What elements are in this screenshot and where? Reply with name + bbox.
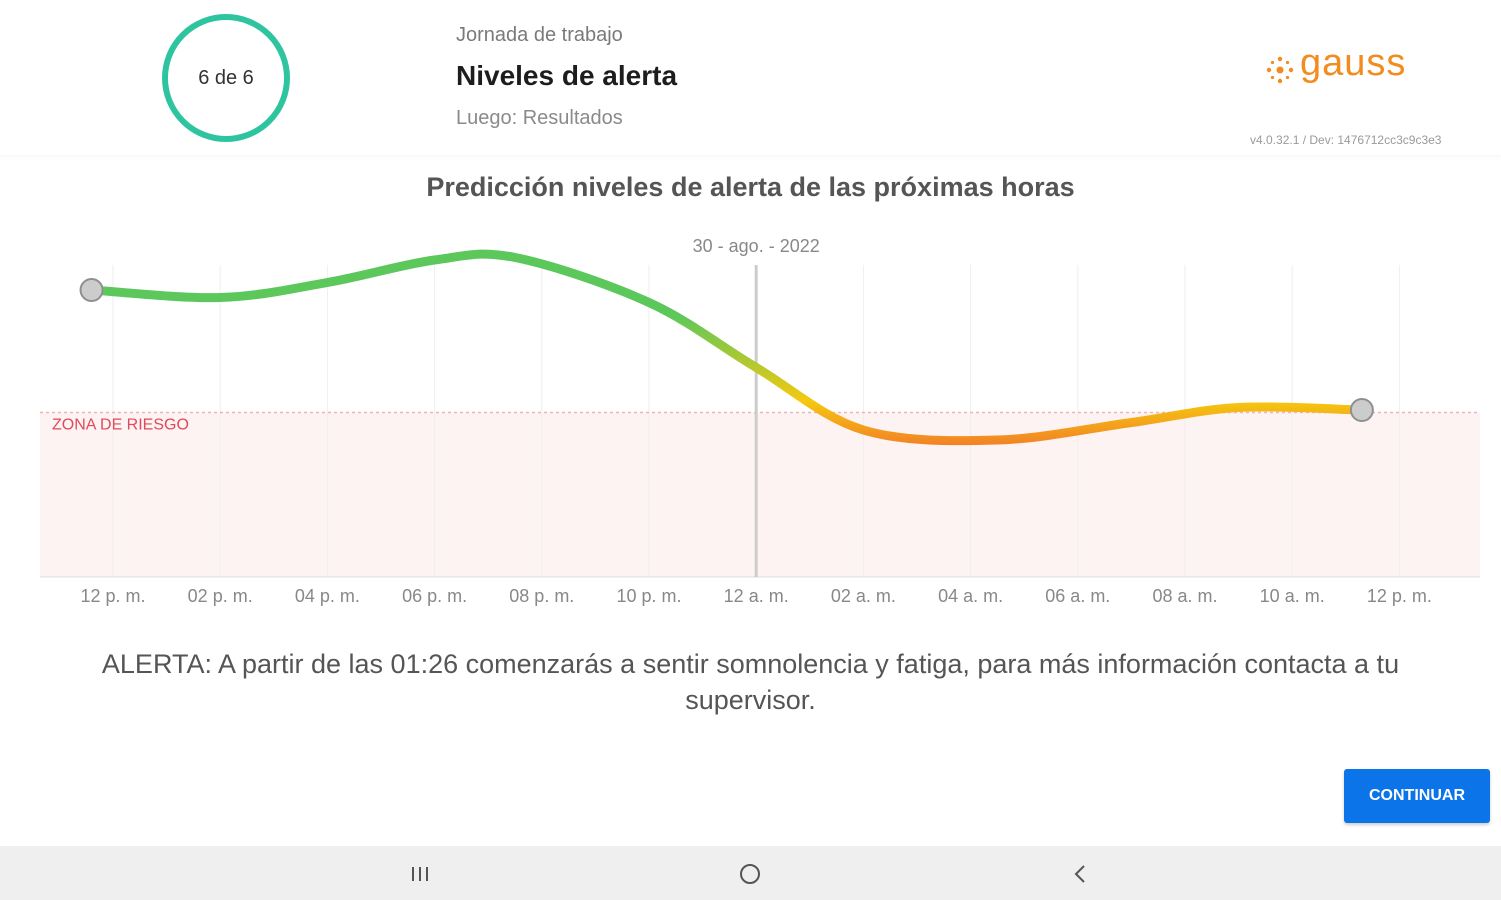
x-tick-label: 06 p. m. — [402, 586, 467, 606]
series-end-point — [1349, 398, 1374, 422]
step-progress-ring: 6 de 6 — [162, 14, 290, 142]
next-step-label: Luego: Resultados — [456, 107, 623, 129]
version-label: v4.0.32.1 / Dev: 1476712cc3c9c3e3 — [1250, 133, 1442, 147]
x-tick-label: 04 p. m. — [295, 586, 360, 606]
x-tick-label: 10 p. m. — [616, 586, 681, 606]
section-subtitle: Jornada de trabajo — [456, 24, 623, 46]
chart-title: Predicción niveles de alerta de las próx… — [426, 172, 1075, 202]
alert-message: ALERTA: A partir de las 01:26 comenzarás… — [101, 649, 1400, 715]
continue-button[interactable]: CONTINUAR — [1344, 769, 1490, 823]
gauss-logo: gauss — [1262, 40, 1405, 90]
risk-zone — [40, 412, 1480, 577]
header: 6 de 6 Jornada de trabajo Niveles de ale… — [0, 0, 1501, 155]
home-button[interactable] — [730, 860, 770, 888]
x-tick-label: 08 p. m. — [509, 586, 574, 606]
date-marker-label: 30 - ago. - 2022 — [693, 236, 820, 256]
recent-apps-button[interactable] — [400, 860, 440, 888]
x-tick-label: 02 p. m. — [188, 586, 253, 606]
x-tick-label: 06 a. m. — [1045, 586, 1110, 606]
x-tick-label: 02 a. m. — [831, 586, 896, 606]
brand-name: gauss — [1300, 42, 1407, 84]
x-tick-label: 08 a. m. — [1152, 586, 1217, 606]
x-tick-labels: 12 p. m. 02 p. m. 04 p. m. 06 p. m. 08 p. m.… — [80, 586, 1431, 606]
gauss-logo-icon — [1266, 56, 1294, 84]
x-tick-label: 04 a. m. — [938, 586, 1003, 606]
x-tick-label: 12 p. m. — [80, 586, 145, 606]
series-start-point — [79, 278, 104, 302]
x-tick-label: 12 a. m. — [724, 586, 789, 606]
page-title: Niveles de alerta — [456, 60, 678, 91]
step-counter: 6 de 6 — [198, 66, 254, 89]
home-icon — [740, 864, 760, 884]
x-tick-label: 10 a. m. — [1260, 586, 1325, 606]
system-navbar — [0, 846, 1501, 900]
alert-level-chart: 30 - ago. - 2022 ZONA DE RIESGO 12 p. m.… — [40, 236, 1480, 606]
x-tick-label: 12 p. m. — [1367, 586, 1432, 606]
risk-zone-label: ZONA DE RIESGO — [52, 417, 189, 434]
back-button[interactable] — [1060, 860, 1100, 888]
alert-level-series — [87, 249, 1367, 446]
back-icon — [1074, 865, 1085, 883]
chart-grid — [112, 265, 1400, 577]
recent-apps-icon — [412, 867, 428, 881]
